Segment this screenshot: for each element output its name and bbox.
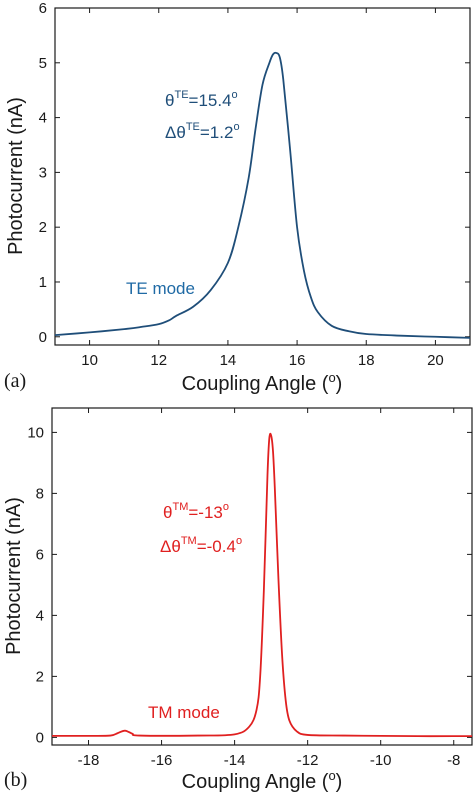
series-line-tm: [51, 432, 472, 738]
y-tick-label: 4: [39, 110, 47, 127]
y-tick-label: 4: [36, 607, 44, 624]
panel-label-b: (b): [4, 769, 27, 791]
x-tick-label: -12: [297, 752, 319, 769]
x-tick-label: 10: [81, 352, 98, 369]
x-tick-label: -14: [224, 752, 246, 769]
y-axis-title-b: Photocurrent (nA): [3, 497, 25, 655]
y-tick-label: 0: [36, 729, 44, 746]
annotation-delta-tm: ΔθTM=-0.4o: [160, 535, 242, 556]
y-tick-label: 3: [39, 164, 47, 181]
y-tick-label: 2: [36, 668, 44, 685]
y-tick-label: 10: [27, 424, 44, 441]
annotation-theta-te: θTE=15.4o: [165, 89, 238, 110]
x-axis-title-b: Coupling Angle (o): [182, 768, 343, 793]
plot-frame-b: [51, 407, 473, 746]
tick-group-b: -18 -16 -14 -12 -10 -8 0 2 4 6 8 10: [27, 408, 472, 769]
annotation-te-mode: TE mode: [126, 279, 195, 298]
x-tick-label: 12: [150, 352, 167, 369]
x-tick-label: -16: [151, 752, 173, 769]
x-tick-label: -18: [78, 752, 100, 769]
y-tick-label: 6: [36, 546, 44, 563]
y-tick-label: 0: [39, 329, 47, 346]
panel-b: -18 -16 -14 -12 -10 -8 0 2 4 6 8 10 Photocurrent (n…: [3, 407, 473, 793]
x-tick-label: -10: [370, 752, 392, 769]
y-axis-title-a: Photocurrent (nA): [5, 97, 27, 255]
annotation-theta-tm: θTM=-13o: [163, 501, 229, 522]
y-tick-label: 8: [36, 485, 44, 502]
x-tick-label: 14: [220, 352, 237, 369]
panel-label-a: (a): [4, 370, 26, 392]
series-line-te: [54, 51, 471, 339]
x-tick-label: 16: [289, 352, 306, 369]
x-tick-label: 20: [427, 352, 444, 369]
y-tick-label: 5: [39, 55, 47, 72]
plot-frame-a: [54, 7, 471, 346]
annotation-delta-te: ΔθTE=1.2o: [165, 121, 240, 142]
x-axis-title-a: Coupling Angle (o): [182, 370, 343, 395]
x-tick-label: -8: [447, 752, 460, 769]
annotation-tm-mode: TM mode: [148, 703, 220, 722]
y-tick-label: 2: [39, 219, 47, 236]
y-tick-label: 1: [39, 274, 47, 291]
x-tick-label: 18: [358, 352, 375, 369]
y-tick-label: 6: [39, 0, 47, 17]
